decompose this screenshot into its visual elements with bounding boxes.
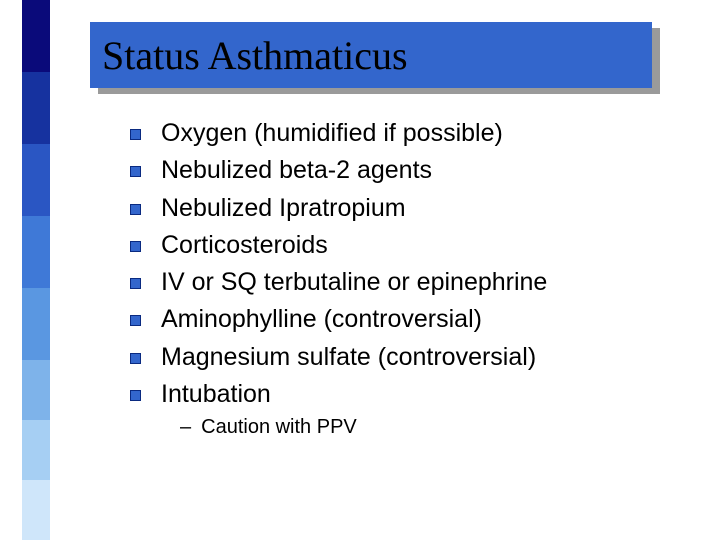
list-item: Aminophylline (controversial) bbox=[130, 304, 670, 335]
list-item: Nebulized beta-2 agents bbox=[130, 155, 670, 186]
list-item: IV or SQ terbutaline or epinephrine bbox=[130, 267, 670, 298]
dash-bullet-icon: – bbox=[180, 416, 191, 439]
sidebar-seg-0 bbox=[22, 0, 50, 72]
list-item-text: Magnesium sulfate (controversial) bbox=[161, 342, 536, 373]
list-item-text: Intubation bbox=[161, 379, 271, 410]
sub-list-item: – Caution with PPV bbox=[180, 416, 670, 439]
list-item-text: Nebulized beta-2 agents bbox=[161, 155, 432, 186]
sidebar-seg-7 bbox=[22, 480, 50, 540]
square-bullet-icon bbox=[130, 241, 141, 252]
square-bullet-icon bbox=[130, 278, 141, 289]
list-item-text: IV or SQ terbutaline or epinephrine bbox=[161, 267, 547, 298]
slide: Status Asthmaticus Oxygen (humidified if… bbox=[0, 0, 720, 540]
content-body: Oxygen (humidified if possible) Nebulize… bbox=[130, 118, 670, 439]
list-item-text: Corticosteroids bbox=[161, 230, 328, 261]
list-item-text: Aminophylline (controversial) bbox=[161, 304, 482, 335]
title-bar: Status Asthmaticus bbox=[90, 22, 652, 88]
square-bullet-icon bbox=[130, 129, 141, 140]
sub-list-item-text: Caution with PPV bbox=[201, 416, 357, 439]
sidebar-seg-2 bbox=[22, 144, 50, 216]
slide-title: Status Asthmaticus bbox=[102, 32, 408, 79]
sidebar-color-strip bbox=[22, 0, 50, 540]
square-bullet-icon bbox=[130, 390, 141, 401]
sidebar-seg-5 bbox=[22, 360, 50, 420]
sidebar-seg-1 bbox=[22, 72, 50, 144]
list-item: Intubation bbox=[130, 379, 670, 410]
sidebar-seg-6 bbox=[22, 420, 50, 480]
square-bullet-icon bbox=[130, 315, 141, 326]
list-item: Oxygen (humidified if possible) bbox=[130, 118, 670, 149]
list-item-text: Oxygen (humidified if possible) bbox=[161, 118, 503, 149]
square-bullet-icon bbox=[130, 204, 141, 215]
sidebar-seg-3 bbox=[22, 216, 50, 288]
list-item: Nebulized Ipratropium bbox=[130, 193, 670, 224]
list-item: Corticosteroids bbox=[130, 230, 670, 261]
list-item: Magnesium sulfate (controversial) bbox=[130, 342, 670, 373]
square-bullet-icon bbox=[130, 166, 141, 177]
sidebar-seg-4 bbox=[22, 288, 50, 360]
list-item-text: Nebulized Ipratropium bbox=[161, 193, 406, 224]
square-bullet-icon bbox=[130, 353, 141, 364]
